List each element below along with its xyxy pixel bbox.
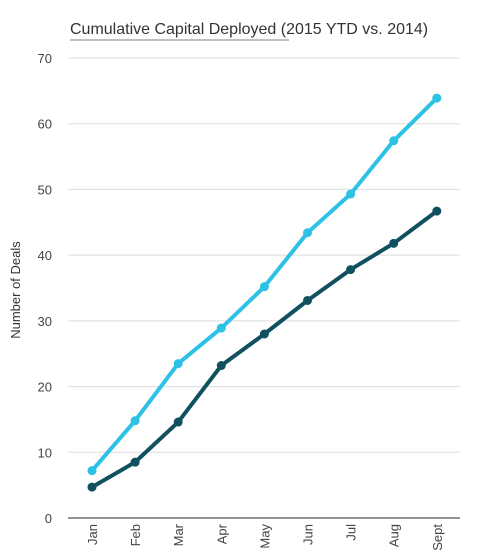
series-2-point-may <box>259 329 269 339</box>
chart-title-underlined: Cumulative Capital Deployed <box>70 21 276 38</box>
series-1-point-aug <box>389 136 399 146</box>
chart-title: Cumulative Capital Deployed (2015 YTD vs… <box>70 21 428 38</box>
y-tick-label-20: 20 <box>38 380 52 395</box>
chart-title-rest: (2015 YTD vs. 2014) <box>276 21 428 38</box>
y-tick-label-60: 60 <box>38 117 52 132</box>
series-2-point-sept <box>432 206 442 216</box>
series-2-point-apr <box>216 361 226 371</box>
series-1-point-apr <box>216 323 226 333</box>
x-tick-label-mar: Mar <box>171 523 186 546</box>
x-tick-label-jun: Jun <box>301 524 316 545</box>
y-tick-label-70: 70 <box>38 51 52 66</box>
series-1-point-jan <box>87 466 97 476</box>
x-tick-label-sept: Sept <box>430 524 445 551</box>
x-axis-ticks: Jan Feb Mar Apr May Jun Jul Aug Sept <box>85 523 445 550</box>
y-tick-label-30: 30 <box>38 314 52 329</box>
gridlines <box>68 57 460 519</box>
series-2-point-jun <box>303 295 312 305</box>
series-1-point-sept <box>432 93 442 103</box>
x-tick-label-aug: Aug <box>387 524 402 547</box>
series-2-point-jul <box>346 265 356 275</box>
series-lines <box>87 93 442 492</box>
series-2-point-aug <box>389 238 399 248</box>
series-1-point-jun <box>303 228 312 238</box>
series-2-point-jan <box>87 482 97 492</box>
y-tick-label-50: 50 <box>38 182 52 197</box>
x-tick-label-jan: Jan <box>85 524 100 545</box>
series-2-point-feb <box>130 457 140 467</box>
y-axis-label: Number of Deals <box>8 241 23 339</box>
y-tick-label-40: 40 <box>38 248 52 263</box>
x-tick-label-jul: Jul <box>344 524 359 541</box>
y-tick-label-0: 0 <box>45 511 52 526</box>
series-2-point-mar <box>173 417 183 427</box>
series-2-line <box>90 209 439 490</box>
x-tick-label-apr: Apr <box>214 523 229 544</box>
series-1-point-jul <box>346 189 356 199</box>
y-tick-label-10: 10 <box>38 445 52 460</box>
series-1-point-mar <box>173 359 183 369</box>
x-tick-label-feb: Feb <box>128 524 143 546</box>
series-1-point-feb <box>130 416 140 426</box>
series-1-point-may <box>259 282 269 292</box>
x-tick-label-may: May <box>257 524 272 549</box>
y-axis-ticks: 0 10 20 30 40 50 60 70 <box>38 51 52 526</box>
